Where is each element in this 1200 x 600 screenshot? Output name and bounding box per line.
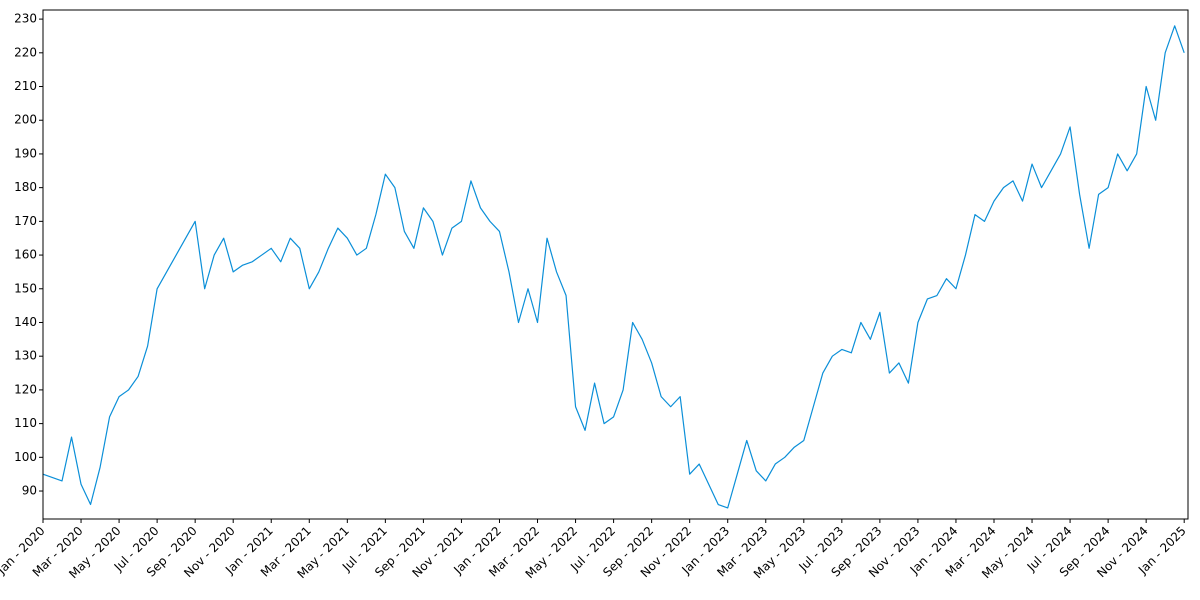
y-tick-label: 120: [14, 382, 37, 396]
y-tick-label: 210: [14, 79, 37, 93]
y-tick-label: 200: [14, 113, 37, 127]
y-tick-label: 190: [14, 146, 37, 160]
y-tick-label: 140: [14, 315, 37, 329]
y-tick-label: 230: [14, 12, 37, 26]
y-tick-label: 170: [14, 214, 37, 228]
y-tick-label: 180: [14, 180, 37, 194]
price-line: [42, 25, 1185, 509]
y-tick-label: 130: [14, 349, 37, 363]
y-tick-label: 100: [14, 450, 37, 464]
plot-frame: [42, 9, 1189, 520]
y-tick-label: 110: [14, 416, 37, 430]
y-tick-label: 160: [14, 248, 37, 262]
y-tick-label: 150: [14, 281, 37, 295]
y-tick-label: 90: [22, 484, 37, 498]
y-tick-label: 220: [14, 45, 37, 59]
